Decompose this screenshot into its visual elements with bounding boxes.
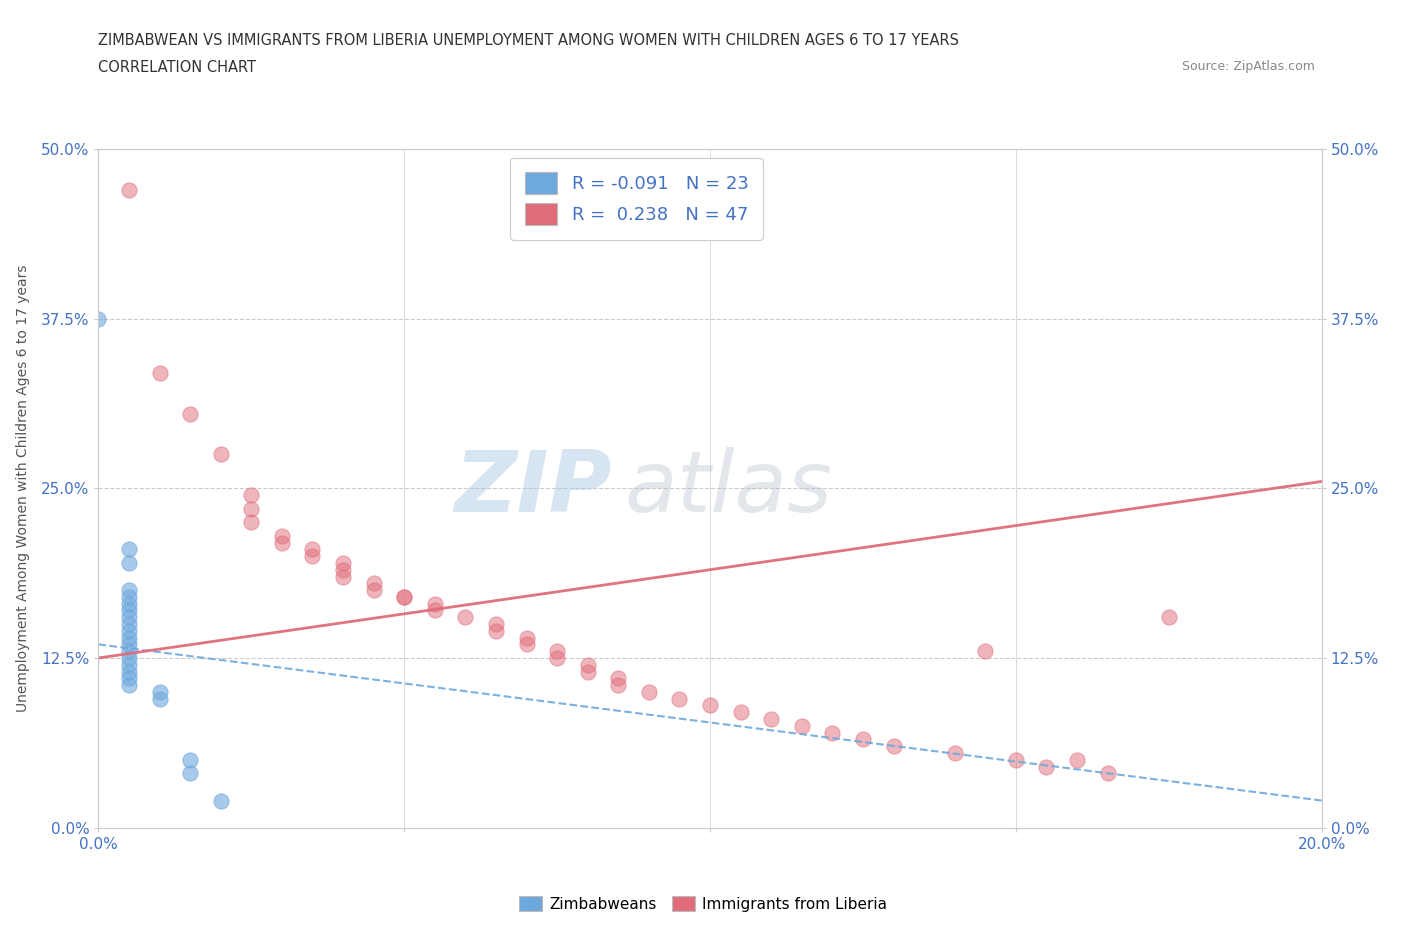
Point	[270, 535, 292, 550]
Point	[363, 576, 385, 591]
Legend: R = -0.091   N = 23, R =  0.238   N = 47: R = -0.091 N = 23, R = 0.238 N = 47	[510, 158, 763, 240]
Point	[546, 644, 568, 658]
Point	[607, 671, 630, 685]
Point	[392, 590, 416, 604]
Point	[209, 793, 232, 808]
Point	[118, 651, 141, 666]
Point	[118, 678, 141, 693]
Point	[118, 542, 141, 557]
Point	[546, 651, 568, 666]
Point	[454, 610, 477, 625]
Point	[363, 582, 385, 598]
Point	[392, 590, 416, 604]
Point	[852, 732, 875, 747]
Point	[179, 406, 201, 421]
Point	[118, 182, 141, 197]
Point	[637, 684, 661, 699]
Point	[516, 637, 538, 652]
Point	[149, 691, 172, 706]
Point	[1035, 759, 1057, 774]
Point	[668, 691, 690, 706]
Point	[607, 678, 630, 693]
Point	[301, 542, 323, 557]
Point	[974, 644, 997, 658]
Point	[118, 631, 141, 645]
Point	[943, 746, 966, 761]
Point	[118, 617, 141, 631]
Point	[576, 664, 599, 679]
Point	[118, 582, 141, 598]
Point	[118, 664, 141, 679]
Point	[270, 528, 292, 543]
Point	[332, 555, 354, 570]
Point	[118, 658, 141, 672]
Point	[179, 766, 201, 781]
Point	[1157, 610, 1180, 625]
Point	[149, 684, 172, 699]
Point	[699, 698, 721, 713]
Point	[149, 365, 172, 380]
Point	[516, 631, 538, 645]
Text: atlas: atlas	[624, 446, 832, 530]
Text: CORRELATION CHART: CORRELATION CHART	[98, 60, 256, 75]
Point	[118, 603, 141, 618]
Y-axis label: Unemployment Among Women with Children Ages 6 to 17 years: Unemployment Among Women with Children A…	[15, 264, 30, 712]
Point	[759, 711, 782, 726]
Point	[179, 752, 201, 767]
Point	[485, 623, 508, 638]
Point	[87, 312, 110, 326]
Text: ZIMBABWEAN VS IMMIGRANTS FROM LIBERIA UNEMPLOYMENT AMONG WOMEN WITH CHILDREN AGE: ZIMBABWEAN VS IMMIGRANTS FROM LIBERIA UN…	[98, 33, 959, 47]
Point	[730, 705, 752, 720]
Point	[1004, 752, 1026, 767]
Point	[332, 563, 354, 578]
Point	[118, 644, 141, 658]
Point	[301, 549, 323, 564]
Point	[1097, 766, 1119, 781]
Point	[1066, 752, 1088, 767]
Point	[118, 610, 141, 625]
Text: Source: ZipAtlas.com: Source: ZipAtlas.com	[1181, 60, 1315, 73]
Point	[118, 637, 141, 652]
Point	[118, 671, 141, 685]
Point	[118, 555, 141, 570]
Point	[485, 617, 508, 631]
Point	[240, 487, 263, 502]
Point	[118, 590, 141, 604]
Point	[240, 515, 263, 530]
Point	[332, 569, 354, 584]
Point	[118, 623, 141, 638]
Point	[423, 603, 446, 618]
Text: ZIP: ZIP	[454, 446, 612, 530]
Point	[209, 446, 232, 461]
Point	[423, 596, 446, 611]
Point	[821, 725, 844, 740]
Point	[118, 596, 141, 611]
Point	[240, 501, 263, 516]
Point	[790, 719, 813, 734]
Legend: Zimbabweans, Immigrants from Liberia: Zimbabweans, Immigrants from Liberia	[513, 889, 893, 918]
Point	[883, 738, 905, 753]
Point	[576, 658, 599, 672]
